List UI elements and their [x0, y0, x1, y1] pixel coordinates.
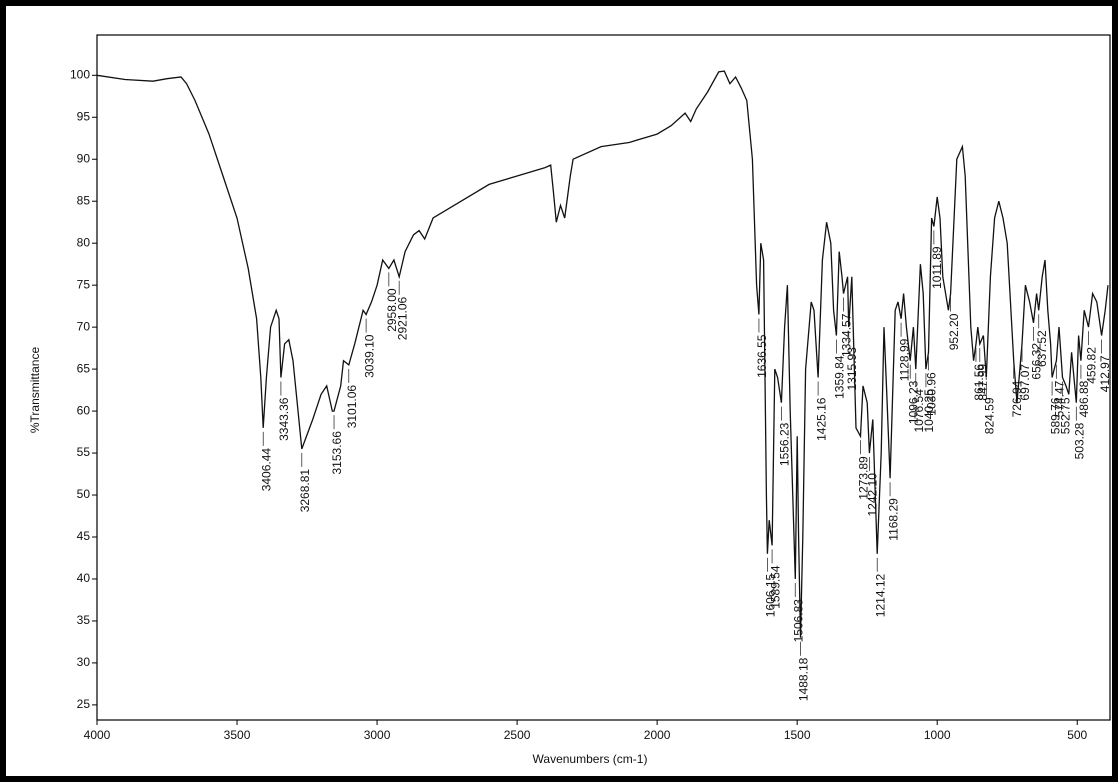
peak-label: 1636.55: [755, 334, 769, 378]
peak-label: 1589.54: [768, 565, 782, 609]
peak-label: 3101.06: [345, 385, 359, 429]
peak-label: 574.47: [1053, 380, 1067, 417]
peak-label: 1506.83: [791, 599, 805, 643]
peak-label: 824.59: [982, 397, 996, 434]
plot-frame: [96, 34, 1111, 721]
y-tick-label: 100: [70, 67, 90, 81]
peak-label: 726.94: [1010, 380, 1024, 417]
y-tick-label: 35: [77, 613, 91, 627]
x-tick-label: 3000: [364, 728, 391, 742]
peak-label: 1425.16: [814, 397, 828, 441]
y-tick-label: 55: [77, 445, 91, 459]
y-tick-label: 95: [77, 109, 91, 123]
x-tick-label: 2500: [504, 728, 531, 742]
peak-label: 1359.84: [833, 355, 847, 399]
x-axis-label: Wavenumbers (cm-1): [533, 752, 648, 766]
peak-label: 2958.00: [385, 288, 399, 332]
spectrum-line: [96, 70, 1109, 638]
peak-label: 3268.81: [298, 469, 312, 513]
peak-label: 503.28: [1072, 422, 1086, 459]
peak-label: 486.88: [1077, 380, 1091, 417]
peak-label: 2921.06: [395, 296, 409, 340]
y-tick-label: 40: [77, 571, 91, 585]
peak-label: 1214.12: [873, 573, 887, 617]
y-tick-label: 85: [77, 193, 91, 207]
peak-label: 1273.89: [857, 456, 871, 500]
peak-label: 3406.44: [259, 448, 273, 492]
y-tick-label: 90: [77, 151, 91, 165]
y-tick-label: 80: [77, 235, 91, 249]
peak-label: 1030.96: [925, 372, 939, 416]
x-tick-label: 500: [1067, 728, 1087, 742]
y-tick-label: 50: [77, 487, 91, 501]
peak-label: 861.56: [972, 364, 986, 401]
x-tick-label: 4000: [84, 728, 111, 742]
peak-label: 3039.10: [362, 334, 376, 378]
peak-label: 589.76: [1048, 397, 1062, 434]
peak-label: 847.99: [976, 364, 990, 401]
y-tick-label: 70: [77, 319, 91, 333]
peak-label: 552.75: [1059, 397, 1073, 434]
y-axis-label: %Transmittance: [28, 347, 42, 434]
peak-label: 459.82: [1085, 347, 1099, 384]
peak-label: 1168.29: [886, 498, 900, 541]
peak-label: 952.20: [947, 313, 961, 350]
peak-label: 1096.23: [906, 380, 920, 424]
peak-label: 412.97: [1098, 355, 1112, 392]
y-tick-label: 60: [77, 403, 91, 417]
peak-label: 1334.57: [840, 313, 854, 357]
peak-label: 3343.36: [277, 397, 291, 441]
peak-label: 1040.25: [922, 389, 936, 433]
peak-label: 637.52: [1035, 330, 1049, 367]
x-tick-label: 1500: [784, 728, 811, 742]
peak-label: 1011.89: [930, 246, 944, 289]
y-tick-label: 65: [77, 361, 91, 375]
peak-label: 1488.18: [797, 657, 811, 701]
peak-label: 3153.66: [330, 431, 344, 475]
y-tick-label: 45: [77, 529, 91, 543]
peak-label: 697.07: [1018, 364, 1032, 401]
y-tick-label: 25: [77, 697, 91, 711]
x-tick-label: 3500: [224, 728, 251, 742]
y-tick-label: 75: [77, 277, 91, 291]
peak-label: 1606.15: [764, 573, 778, 617]
y-tick-label: 30: [77, 655, 91, 669]
peak-label: 656.32: [1030, 343, 1044, 380]
peak-label: 1556.23: [778, 422, 792, 466]
peak-label: 1076.54: [912, 389, 926, 433]
x-tick-label: 2000: [644, 728, 671, 742]
peak-label: 1315.93: [845, 347, 859, 391]
peak-label: 1242.10: [866, 473, 880, 517]
x-tick-label: 1000: [924, 728, 951, 742]
peak-label: 1128.99: [897, 338, 911, 381]
